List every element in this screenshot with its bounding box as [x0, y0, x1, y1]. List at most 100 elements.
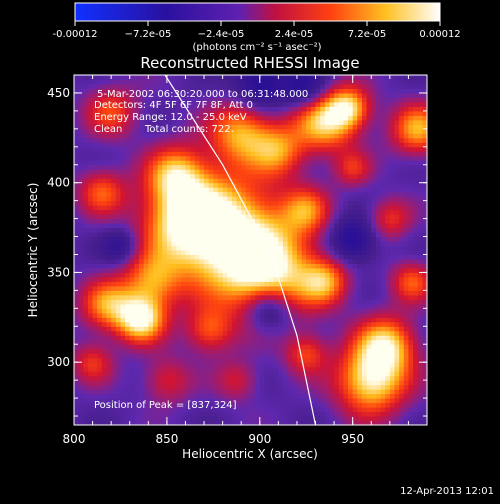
heatmap-cell [264, 394, 269, 399]
heatmap-cell [413, 250, 418, 255]
heatmap-cell [357, 138, 362, 143]
heatmap-cell [292, 358, 297, 363]
heatmap-cell [93, 277, 98, 282]
heatmap-cell [343, 214, 348, 219]
heatmap-cell [278, 250, 283, 255]
heatmap-cell [371, 362, 376, 367]
heatmap-cell [385, 416, 390, 421]
heatmap-cell [394, 142, 399, 147]
heatmap-cell [381, 228, 386, 233]
heatmap-cell [399, 412, 404, 417]
heatmap-cell [241, 156, 246, 161]
heatmap-cell [329, 313, 334, 318]
heatmap-cell [246, 246, 251, 251]
heatmap-cell [357, 367, 362, 372]
heatmap-cell [232, 223, 237, 228]
heatmap-cell [139, 362, 144, 367]
heatmap-cell [297, 412, 302, 417]
heatmap-cell [348, 403, 353, 408]
heatmap-cell [343, 174, 348, 179]
heatmap-cell [302, 196, 307, 201]
heatmap-cell [125, 174, 130, 179]
heatmap-cell [209, 322, 214, 327]
heatmap-cell [339, 326, 344, 331]
heatmap-cell [241, 187, 246, 192]
heatmap-cell [162, 349, 167, 354]
heatmap-cell [362, 371, 367, 376]
heatmap-cell [376, 133, 381, 138]
heatmap-cell [269, 290, 274, 295]
heatmap-cell [316, 308, 321, 313]
heatmap-cell [111, 219, 116, 224]
heatmap-cell [292, 394, 297, 399]
heatmap-cell [237, 331, 242, 336]
heatmap-cell [255, 160, 260, 165]
heatmap-cell [385, 133, 390, 138]
heatmap-cell [288, 290, 293, 295]
heatmap-cell [172, 205, 177, 210]
heatmap-cell [134, 326, 139, 331]
heatmap-cell [176, 237, 181, 242]
heatmap-cell [413, 165, 418, 170]
heatmap-cell [362, 210, 367, 215]
heatmap-cell [185, 214, 190, 219]
heatmap-cell [334, 263, 339, 268]
heatmap-cell [172, 178, 177, 183]
heatmap-cell [408, 151, 413, 156]
heatmap-cell [306, 232, 311, 237]
heatmap-cell [255, 286, 260, 291]
heatmap-cell [125, 358, 130, 363]
heatmap-cell [83, 353, 88, 358]
heatmap-cell [418, 263, 423, 268]
heatmap-cell [255, 304, 260, 309]
heatmap-cell [232, 219, 237, 224]
heatmap-cell [329, 358, 334, 363]
heatmap-cell [348, 394, 353, 399]
heatmap-cell [302, 246, 307, 251]
heatmap-cell [348, 286, 353, 291]
heatmap-cell [185, 246, 190, 251]
heatmap-cell [144, 250, 149, 255]
heatmap-cell [334, 416, 339, 421]
heatmap-cell [167, 313, 172, 318]
heatmap-cell [227, 362, 232, 367]
heatmap-cell [181, 281, 186, 286]
heatmap-cell [144, 147, 149, 152]
heatmap-cell [213, 210, 218, 215]
heatmap-cell [209, 219, 214, 224]
heatmap-cell [111, 142, 116, 147]
heatmap-cell [329, 219, 334, 224]
heatmap-cell [418, 223, 423, 228]
heatmap-cell [339, 187, 344, 192]
heatmap-cell [404, 160, 409, 165]
heatmap-cell [74, 353, 79, 358]
heatmap-cell [348, 371, 353, 376]
heatmap-cell [269, 219, 274, 224]
heatmap-cell [223, 223, 228, 228]
heatmap-cell [93, 290, 98, 295]
heatmap-cell [408, 192, 413, 197]
heatmap-cell [199, 322, 204, 327]
heatmap-cell [172, 223, 177, 228]
heatmap-cell [93, 344, 98, 349]
heatmap-cell [176, 371, 181, 376]
heatmap-cell [153, 192, 158, 197]
heatmap-cell [162, 192, 167, 197]
heatmap-cell [343, 259, 348, 264]
heatmap-cell [134, 142, 139, 147]
heatmap-cell [362, 205, 367, 210]
heatmap-cell [88, 412, 93, 417]
heatmap-cell [264, 376, 269, 381]
heatmap-cell [311, 394, 316, 399]
heatmap-cell [362, 308, 367, 313]
heatmap-cell [120, 201, 125, 206]
heatmap-cell [97, 362, 102, 367]
heatmap-cell [399, 344, 404, 349]
heatmap-cell [367, 304, 372, 309]
heatmap-cell [181, 246, 186, 251]
heatmap-cell [348, 151, 353, 156]
heatmap-cell [394, 160, 399, 165]
heatmap-cell [371, 174, 376, 179]
heatmap-cell [316, 133, 321, 138]
heatmap-cell [376, 295, 381, 300]
